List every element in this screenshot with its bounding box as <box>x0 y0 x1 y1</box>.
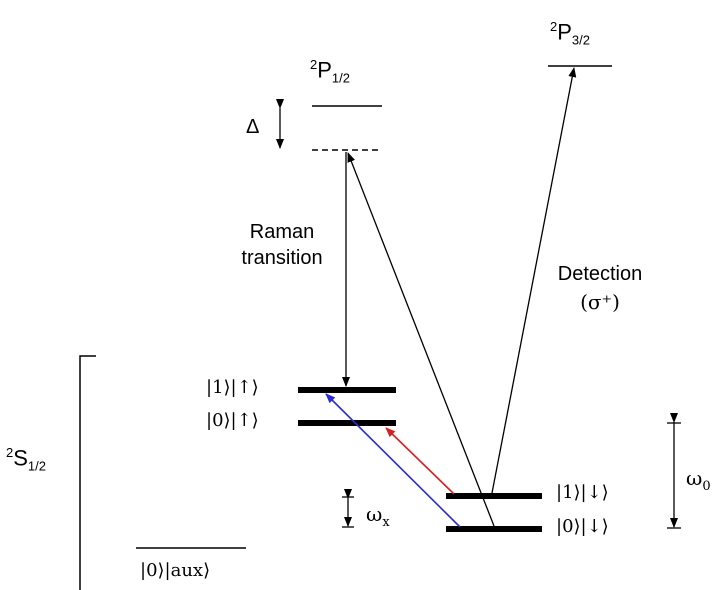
detection-arrow <box>491 67 577 494</box>
raman-label-line2: transition <box>241 247 323 269</box>
s12-sub: 1/2 <box>27 458 46 474</box>
s12-label: 2S1/2 <box>6 446 46 473</box>
omega-x-sub: x <box>382 515 390 530</box>
label-one-down: |1⟩|↓⟩ <box>556 482 609 503</box>
s12-bracket <box>79 355 96 590</box>
label-one-up: |1⟩|↑⟩ <box>206 377 259 398</box>
raman-label-line1: Raman <box>249 221 315 243</box>
p12-main: P <box>317 57 332 83</box>
raman-label: Raman transition <box>222 222 342 268</box>
omega-x-label: ωx <box>366 504 390 529</box>
p12-sub: 1/2 <box>331 70 350 86</box>
p32-sup: 2 <box>550 19 558 34</box>
raman-diagonal-arrow <box>347 152 495 527</box>
p12-label: 2P1/2 <box>310 58 350 85</box>
detection-label: Detection (σ⁺) <box>540 264 660 312</box>
s12-main: S <box>13 445 28 471</box>
p32-sub: 3/2 <box>571 32 590 48</box>
p32-main: P <box>557 19 572 45</box>
s12-sup: 2 <box>6 445 14 460</box>
label-zero-down: |0⟩|↓⟩ <box>556 516 609 537</box>
p12-sup: 2 <box>310 57 318 72</box>
blue-transition-arrow <box>325 393 461 528</box>
omega-0-main: ω <box>686 466 703 490</box>
label-zero-up: |0⟩|↑⟩ <box>206 410 259 431</box>
omega-0-label: ω0 <box>686 468 711 493</box>
detection-label-line1: Detection <box>557 263 643 285</box>
red-transition-arrow <box>385 427 455 495</box>
omega-x-main: ω <box>366 502 383 526</box>
p32-label: 2P3/2 <box>550 20 590 47</box>
omega-0-sub: 0 <box>702 479 711 494</box>
delta-label: Δ <box>246 116 260 138</box>
detection-label-line2: (σ⁺) <box>580 290 620 314</box>
label-aux: |0⟩|aux⟩ <box>140 560 211 581</box>
